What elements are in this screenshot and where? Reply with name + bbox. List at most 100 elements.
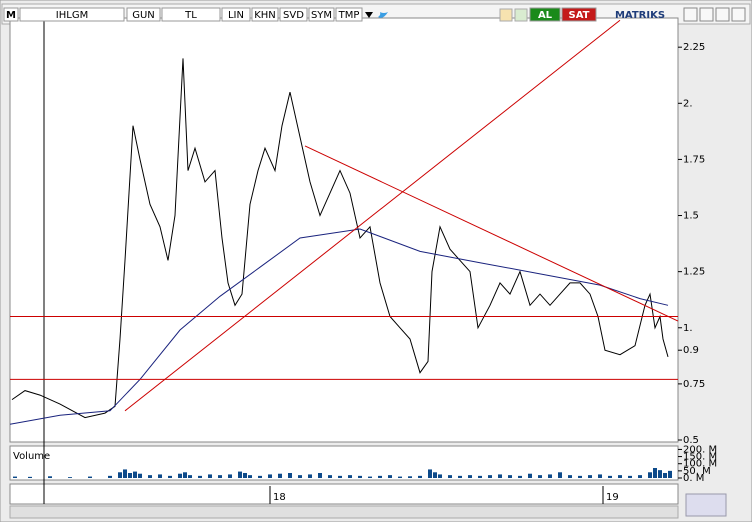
volume-bar — [133, 471, 137, 478]
volume-bar — [138, 473, 142, 478]
toolbar-button-label[interactable]: KHN — [254, 10, 276, 21]
volume-bar — [183, 472, 187, 478]
volume-bar — [468, 475, 472, 478]
y-tick-label: 1. — [683, 323, 693, 334]
volume-bar — [218, 475, 222, 478]
volume-bar — [663, 473, 667, 478]
volume-bar — [258, 475, 262, 478]
scrollbar[interactable] — [9, 505, 679, 519]
dropdown-arrow[interactable] — [365, 12, 373, 18]
volume-bar — [298, 475, 302, 478]
price-panel — [9, 17, 679, 443]
volume-bar — [618, 475, 622, 478]
volume-bar — [148, 475, 152, 478]
window-button[interactable] — [683, 7, 698, 22]
y-tick-label: 0. M — [683, 473, 704, 484]
twitter-icon[interactable] — [378, 12, 388, 18]
toolbar-button[interactable] — [126, 7, 161, 22]
volume-bar — [188, 475, 192, 478]
sell-button-label[interactable]: SAT — [569, 10, 590, 21]
toolbar-button[interactable] — [308, 7, 335, 22]
toolbar-button-label[interactable]: SVD — [283, 10, 304, 21]
volume-bar — [243, 473, 247, 478]
price-line — [11, 58, 669, 419]
volume-bar — [438, 474, 442, 478]
logo-label[interactable]: M — [6, 10, 16, 21]
volume-bar — [118, 472, 122, 478]
y-tick-label: 150. M — [683, 452, 717, 463]
window-button[interactable] — [715, 7, 730, 22]
volume-bar — [268, 474, 272, 478]
volume-bar — [178, 473, 182, 478]
toolbar-button-label[interactable]: TL — [184, 10, 197, 21]
symbol-box[interactable] — [19, 7, 125, 22]
buy-button[interactable] — [529, 7, 561, 22]
volume-bar — [238, 471, 242, 478]
y-tick-label: 1.75 — [683, 154, 705, 165]
toolbar-button-label[interactable]: TMP — [338, 10, 360, 21]
tool-icon[interactable] — [514, 8, 528, 22]
toolbar-button[interactable] — [221, 7, 251, 22]
volume-bar — [668, 470, 672, 478]
window-button[interactable] — [731, 7, 746, 22]
logo[interactable] — [3, 7, 19, 22]
volume-bar — [588, 475, 592, 478]
volume-bar — [358, 475, 362, 478]
toolbar-button[interactable] — [161, 7, 221, 22]
volume-bar — [338, 475, 342, 478]
toolbar-button-label[interactable]: GUN — [132, 10, 155, 21]
x-tick-label: 18 — [273, 492, 286, 503]
refresh-button[interactable] — [685, 493, 727, 517]
volume-bar — [433, 472, 437, 478]
volume-bar — [478, 475, 482, 478]
volume-panel — [9, 445, 679, 481]
symbol-box-label[interactable]: IHLGM — [56, 10, 88, 21]
x-axis-panel — [9, 483, 679, 505]
y-tick-label: 200. M — [683, 444, 717, 455]
toolbar-button-label[interactable]: SYM — [311, 10, 332, 21]
y-tick-label: 100. M — [683, 459, 717, 470]
volume-bar — [628, 475, 632, 478]
trend-line — [304, 145, 679, 322]
volume-bar — [128, 473, 132, 478]
toolbar-button[interactable] — [335, 7, 363, 22]
volume-bar — [68, 477, 72, 478]
window-button[interactable] — [699, 7, 714, 22]
volume-bar — [208, 474, 212, 478]
volume-bar — [448, 475, 452, 478]
volume-bar — [458, 475, 462, 478]
buy-button-label[interactable]: AL — [538, 10, 553, 21]
y-tick-label: 2. — [683, 98, 693, 109]
volume-bar — [608, 475, 612, 478]
toolbar-button[interactable] — [251, 7, 279, 22]
volume-bar — [428, 469, 432, 478]
volume-bar — [308, 474, 312, 478]
volume-bar — [158, 474, 162, 478]
volume-bar — [108, 475, 112, 478]
sell-button[interactable] — [561, 7, 597, 22]
panel-title: Volume — [13, 451, 50, 462]
y-tick-label: 0.5 — [683, 435, 699, 446]
y-tick-label: 50. M — [683, 466, 711, 477]
y-tick-label: 1.5 — [683, 211, 699, 222]
volume-bar — [28, 476, 32, 478]
volume-bar — [658, 470, 662, 478]
volume-bar — [198, 475, 202, 478]
volume-bar — [88, 476, 92, 478]
tool-icon[interactable] — [499, 8, 513, 22]
y-tick-label: 1.25 — [683, 267, 705, 278]
y-tick-label: 0.75 — [683, 379, 705, 390]
volume-bar — [538, 475, 542, 478]
volume-bar — [348, 475, 352, 478]
toolbar-button[interactable] — [279, 7, 308, 22]
volume-bar — [488, 475, 492, 478]
volume-bar — [653, 468, 657, 478]
volume-bar — [288, 473, 292, 478]
volume-bar — [378, 475, 382, 478]
y-tick-label: 2.25 — [683, 42, 705, 53]
trend-line — [124, 19, 621, 412]
toolbar-button-label[interactable]: LIN — [228, 10, 244, 21]
volume-bar — [598, 474, 602, 478]
volume-bar — [418, 475, 422, 478]
